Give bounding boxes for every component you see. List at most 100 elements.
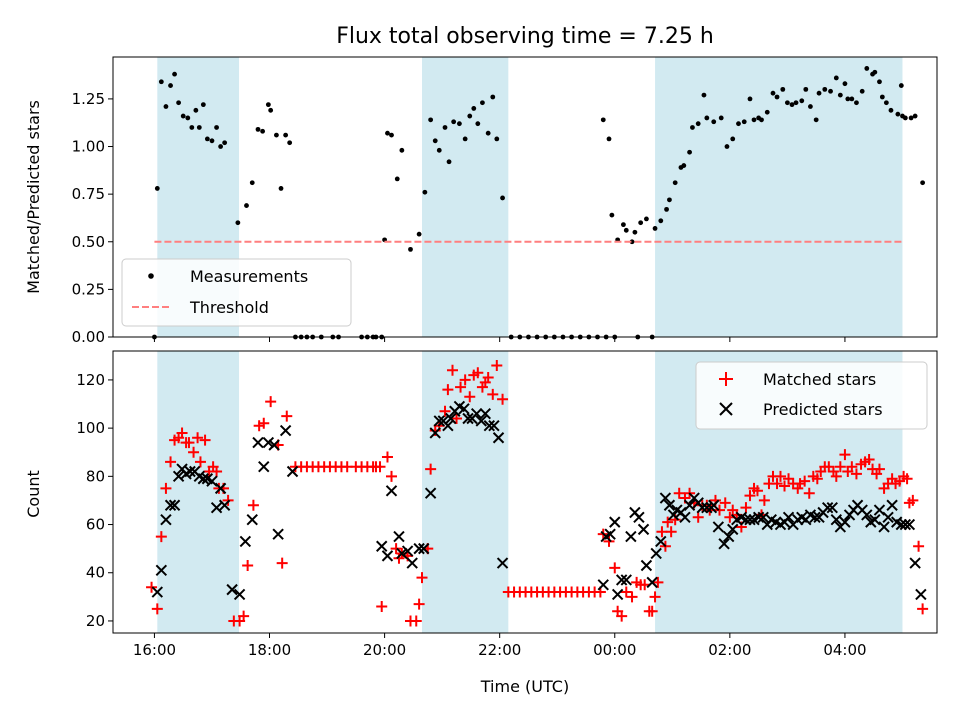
matched-stars-point-0 [146, 581, 158, 593]
matched-stars-point-146 [811, 473, 823, 485]
matched-stars-point-11 [192, 432, 204, 444]
measurements-point-122 [813, 117, 819, 123]
matched-stars-point-70 [472, 367, 484, 379]
matched-stars-point-13 [199, 434, 211, 446]
measurements-point-2 [158, 79, 164, 85]
predicted-stars-point-123 [886, 499, 898, 511]
measurements-point-99 [695, 121, 701, 127]
measurements-point-143 [902, 115, 908, 121]
measurements-point-119 [799, 98, 805, 104]
legend-measurements-marker [148, 273, 154, 279]
predicted-stars-point-2 [160, 514, 172, 526]
matched-stars-point-62 [439, 405, 451, 417]
measurements-point-78 [606, 136, 612, 142]
matched-stars-point-56 [413, 598, 425, 610]
predicted-stars-point-62 [625, 530, 637, 543]
measurements-point-137 [879, 94, 885, 100]
predicted-stars-point-112 [839, 516, 851, 528]
top-y-tick-label: 0.00 [72, 328, 105, 346]
measurements-point-17 [222, 140, 228, 146]
legend-matched-label: Matched stars [763, 370, 876, 389]
predicted-stars-point-23 [262, 436, 275, 449]
predicted-stars-point-27 [286, 465, 299, 478]
matched-stars-point-50 [390, 543, 402, 555]
predicted-stars-point-59 [611, 588, 624, 601]
measurements-point-23 [265, 102, 271, 108]
measurements-point-97 [687, 149, 692, 155]
measurements-point-4 [168, 83, 173, 88]
measurements-point-5 [172, 71, 177, 77]
predicted-stars-point-18 [233, 588, 246, 601]
x-axis-label: Time (UTC) [480, 677, 569, 696]
predicted-stars-point-65 [637, 523, 650, 536]
measurements-point-93 [667, 197, 672, 203]
matched-stars-point-99 [620, 586, 632, 598]
matched-stars-point-30 [281, 410, 293, 422]
top-y-tick-label: 1.25 [72, 90, 105, 108]
measurements-point-50 [432, 138, 438, 144]
predicted-stars-point-21 [252, 436, 264, 449]
predicted-stars-point-127 [903, 518, 916, 531]
top-y-tick-label: 0.75 [72, 185, 105, 203]
predicted-stars-point-51 [483, 420, 496, 432]
matched-stars-point-75 [491, 359, 503, 371]
measurements-point-140 [895, 111, 901, 117]
measurements-point-116 [784, 100, 790, 106]
matched-stars-point-162 [873, 463, 885, 475]
measurements-point-60 [480, 100, 485, 106]
measurements-point-135 [872, 69, 878, 75]
measurements-panel: 0.00 0.25 0.50 0.75 1.00 1.25 [72, 56, 938, 346]
measurements-point-138 [883, 100, 889, 106]
predicted-stars-point-99 [782, 511, 795, 524]
measurements-point-14 [209, 138, 215, 144]
measurements-point-111 [759, 117, 764, 123]
predicted-stars-point-83 [712, 521, 725, 533]
predicted-stars-point-109 [826, 501, 838, 514]
predicted-stars-point-119 [869, 514, 881, 526]
matched-stars-point-153 [839, 449, 851, 461]
matched-stars-point-29 [276, 557, 288, 569]
measurements-point-91 [658, 218, 664, 224]
measurements-point-90 [652, 226, 658, 231]
matched-stars-point-26 [258, 417, 270, 429]
measurements-point-120 [803, 86, 809, 92]
predicted-stars-point-1 [155, 564, 168, 577]
predicted-stars-point-58 [609, 516, 621, 528]
predicted-stars-point-110 [830, 514, 843, 526]
measurements-point-88 [644, 216, 649, 222]
measurements-point-104 [724, 144, 730, 149]
measurements-point-27 [283, 132, 289, 138]
measurements-point-129 [845, 96, 851, 102]
matched-stars-point-59 [425, 463, 437, 475]
measurements-point-101 [704, 115, 710, 121]
measurements-point-48 [422, 189, 428, 195]
matched-stars-point-7 [176, 427, 188, 439]
top-y-tick-label: 0.25 [72, 280, 105, 298]
predicted-stars-point-129 [915, 588, 927, 601]
measurements-point-96 [681, 163, 687, 168]
measurements-point-145 [912, 113, 918, 119]
predicted-stars-point-82 [708, 499, 720, 511]
measurements-point-136 [877, 79, 882, 85]
predicted-stars-point-17 [226, 583, 238, 596]
predicted-stars-point-33 [401, 545, 414, 557]
measurements-point-8 [185, 115, 191, 121]
matched-stars-point-100 [626, 591, 638, 603]
measurements-point-130 [849, 96, 855, 102]
predicted-stars-point-52 [488, 420, 500, 432]
matched-stars-point-144 [803, 487, 815, 499]
measurements-point-105 [730, 136, 736, 142]
measurements-point-114 [774, 94, 780, 100]
bottom-y-tick-label: 100 [76, 419, 105, 437]
predicted-stars-point-66 [640, 559, 653, 572]
measurements-point-54 [451, 119, 457, 125]
measurements-point-45 [399, 147, 405, 153]
chart-title: Flux total observing time = 7.25 h [336, 24, 714, 49]
measurements-point-79 [609, 212, 615, 218]
x-tick-label: 04:00 [823, 641, 866, 659]
matched-stars-point-129 [744, 490, 756, 502]
matched-stars-point-74 [487, 388, 499, 400]
top-shaded-region-2 [422, 57, 509, 337]
top-legend: Measurements Threshold [121, 258, 352, 327]
matched-stars-point-1 [151, 603, 163, 615]
